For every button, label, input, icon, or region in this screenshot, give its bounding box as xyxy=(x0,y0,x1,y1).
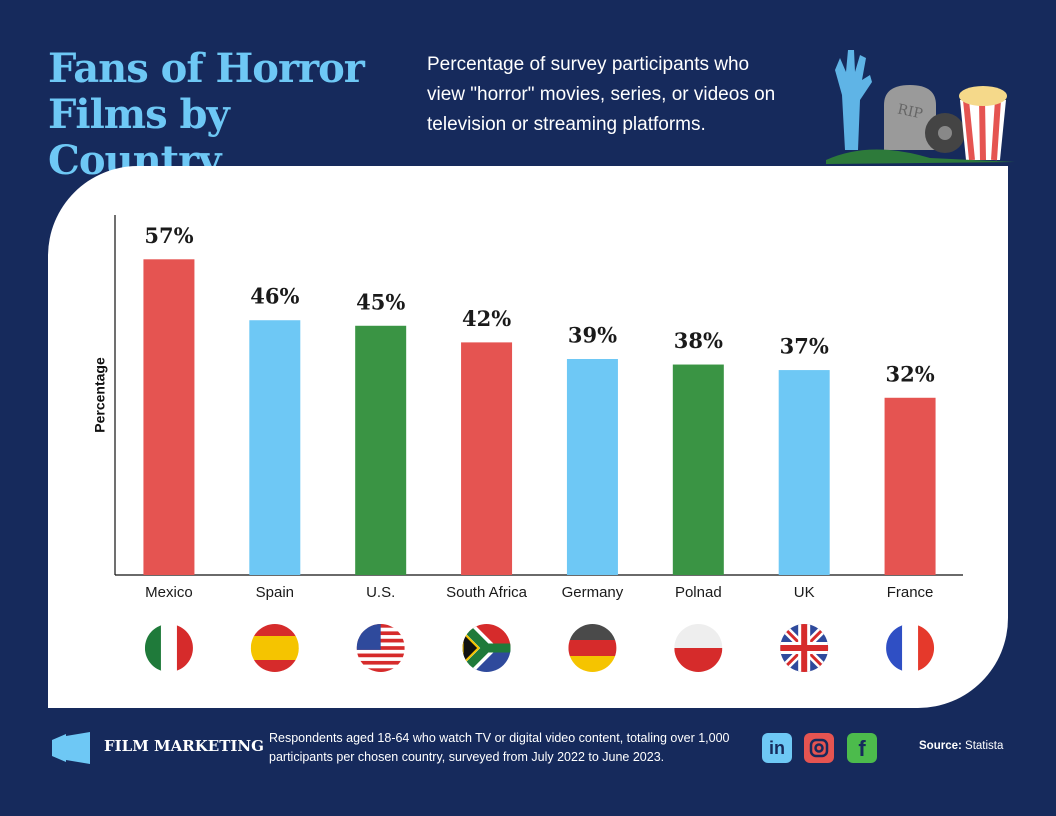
source-name: Statista xyxy=(965,740,1004,752)
flag-stripe xyxy=(674,624,723,649)
bar xyxy=(461,342,513,575)
x-tick-label: U.S. xyxy=(366,584,395,601)
bar xyxy=(566,359,618,575)
title: Fans of Horror Films by Country xyxy=(48,45,365,184)
flag-stripe xyxy=(568,656,617,672)
flag-stripe xyxy=(250,636,299,649)
value-label: 57% xyxy=(144,223,193,248)
brand-name: FILM MARKETING xyxy=(104,737,264,755)
bar xyxy=(778,370,830,575)
flag-stripe xyxy=(568,624,617,641)
footnote: Respondents aged 18-64 who watch TV or d… xyxy=(269,731,730,764)
flag-stripe xyxy=(356,657,405,662)
flag-stripe xyxy=(918,624,935,672)
x-tick-label: Germany xyxy=(562,584,624,601)
x-tick-label: Mexico xyxy=(145,584,193,601)
flag xyxy=(568,624,617,672)
flag-cross xyxy=(780,624,829,672)
x-tick-label: Spain xyxy=(256,584,294,601)
flag-stripe xyxy=(160,624,178,672)
facebook-glyph: f xyxy=(858,736,866,761)
flag xyxy=(886,624,935,672)
flag-stripe xyxy=(144,624,162,672)
flag-stripe xyxy=(250,660,299,672)
instagram-icon[interactable] xyxy=(804,733,834,763)
bar xyxy=(249,320,301,575)
flag xyxy=(250,624,299,672)
x-tick-label: UK xyxy=(794,584,815,601)
facebook-icon[interactable] xyxy=(847,733,877,763)
bar xyxy=(884,397,936,575)
source: Source: Statista xyxy=(919,740,1003,752)
bar xyxy=(355,325,407,575)
flag-stripe xyxy=(176,624,193,672)
x-tick-label: Polnad xyxy=(675,584,722,601)
flag-stripe xyxy=(902,624,919,672)
flag xyxy=(144,624,193,672)
x-tick-label: South Africa xyxy=(446,584,528,601)
flag-stripe xyxy=(356,664,405,669)
flag xyxy=(674,624,723,672)
flag-stripe xyxy=(356,649,405,654)
value-label: 46% xyxy=(250,284,299,309)
value-label: 45% xyxy=(356,289,405,314)
flag-stripe xyxy=(356,668,405,672)
linkedin-icon[interactable] xyxy=(762,733,792,763)
subtitle: Percentage of survey participants who vi… xyxy=(427,54,776,135)
svg-text:RIP: RIP xyxy=(896,102,924,123)
bar xyxy=(672,364,724,575)
flag xyxy=(356,624,405,672)
instagram-glyph xyxy=(814,743,824,753)
instagram-glyph xyxy=(809,738,829,758)
chart-panel xyxy=(48,166,1008,708)
value-label: 32% xyxy=(885,361,934,386)
value-label: 38% xyxy=(674,328,723,353)
flag xyxy=(780,624,829,672)
linkedin-glyph: in xyxy=(769,738,785,758)
flag-stripe xyxy=(356,660,405,665)
flag-canton xyxy=(356,624,381,650)
bar xyxy=(143,259,195,575)
value-label: 39% xyxy=(568,323,617,348)
value-label: 37% xyxy=(780,334,829,359)
y-axis-label: Percentage xyxy=(92,357,108,433)
flag-stripe xyxy=(250,648,299,661)
flag-stripe xyxy=(674,648,723,672)
flag-triangle xyxy=(462,629,480,667)
flag-stripe xyxy=(886,624,903,672)
flag-stripe xyxy=(568,640,617,657)
x-tick-label: France xyxy=(887,584,934,601)
brand-logo xyxy=(52,732,90,764)
value-label: 42% xyxy=(462,306,511,331)
flag-stripe xyxy=(250,624,299,637)
flag-stripe xyxy=(356,653,405,658)
horror-illustration: RIP xyxy=(826,50,1015,164)
source-label: Source: xyxy=(919,740,962,752)
flag xyxy=(462,624,511,672)
